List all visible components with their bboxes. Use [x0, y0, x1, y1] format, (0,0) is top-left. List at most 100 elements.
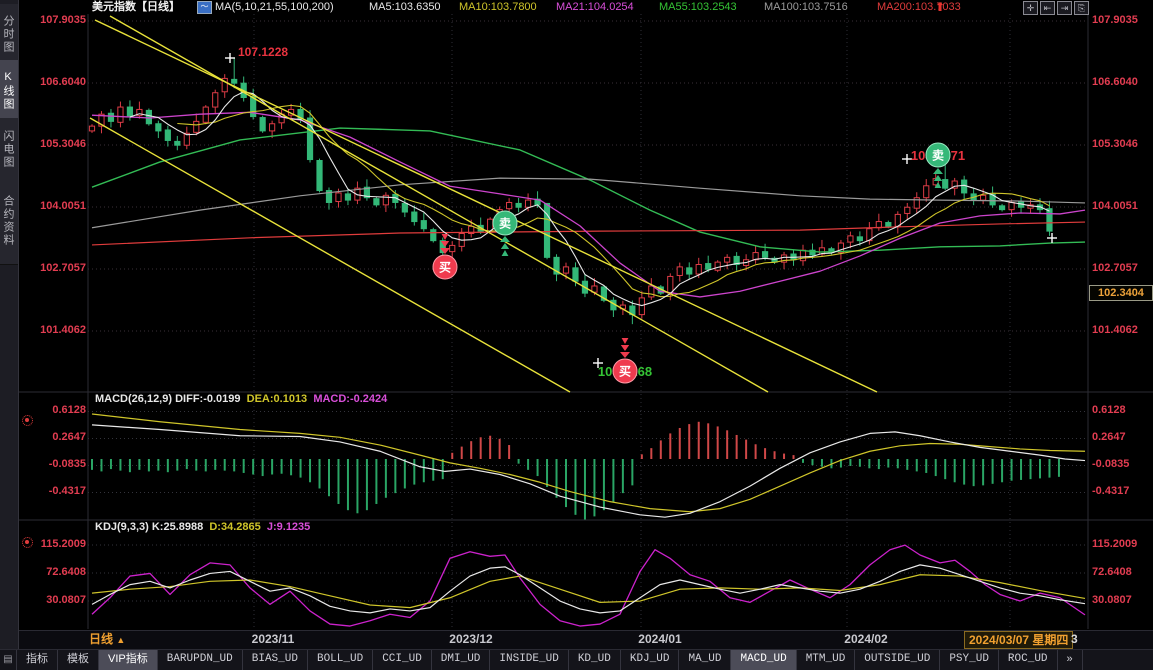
- current-price-badge: 102.3404: [1089, 285, 1153, 301]
- toolbar-tab-roc-ud[interactable]: ROC_UD: [999, 650, 1058, 670]
- y-axis-scale-icon[interactable]: ⇤: [1040, 1, 1055, 15]
- toolbar-tab-boll-ud[interactable]: BOLL_UD: [308, 650, 374, 670]
- export-chart-icon[interactable]: ⎘: [1074, 1, 1089, 15]
- toolbar-tab-bias-ud[interactable]: BIAS_UD: [243, 650, 308, 670]
- grid-lines: [19, 14, 1153, 629]
- kdj-j-value: J:9.1235: [266, 521, 311, 533]
- price-axis-label-left: 107.9035: [40, 14, 86, 26]
- kdj-d-value: D:34.2865: [209, 521, 261, 533]
- price-axis-label-right: 107.9035: [1092, 14, 1138, 26]
- svg-text:卖: 卖: [932, 148, 944, 163]
- toolbar-tab--[interactable]: »: [1058, 650, 1083, 670]
- toolbar-tab-macd-ud[interactable]: MACD_UD: [731, 650, 797, 670]
- macd-axis-label-left: -0.4317: [48, 485, 86, 498]
- kdj-title: KDJ(9,3,3): [95, 521, 149, 533]
- indicator-toolbar: ▤ 指标 模板 VIP指标 BARUPDN_UD BIAS_UD BOLL_UD CCI_U…: [0, 649, 1153, 670]
- kdj-axis-label-left: 115.2009: [40, 538, 86, 550]
- month-label: 2024/02: [844, 632, 888, 646]
- macd-lines: [91, 413, 1086, 518]
- x-axis-scale-icon[interactable]: ⇥: [1057, 1, 1072, 15]
- macd-axis-label-right: -0.0835: [1092, 458, 1130, 471]
- kdj-k-value: K:25.8988: [151, 521, 204, 533]
- month-label: 2023/12: [449, 632, 493, 646]
- ma-legend-item-6: MA200:103.7033: [877, 1, 961, 13]
- sell-signal-marker[interactable]: 104.9871卖: [911, 142, 965, 188]
- trend-lines: [89, 15, 878, 393]
- buy-signal-marker[interactable]: 103.0168买: [598, 338, 652, 384]
- date-axis-row: 日线 ▲ 2023/11 2023/12 2024/01 2024/02 2024/0…: [19, 630, 1153, 650]
- month-label: 2023/11: [251, 632, 295, 646]
- price-axis-label-left: 104.0051: [40, 200, 86, 212]
- macd-axis-label-left: -0.0835: [48, 458, 86, 471]
- ma-legend-item-1: MA5:103.6350: [369, 1, 441, 13]
- macd-axis-label-left: 0.2647: [52, 431, 86, 444]
- chart-header: 美元指数【日线】 〜 MA(5,10,21,55,100,200) MA5:10…: [19, 0, 1153, 15]
- ma-legend-item-4: MA55:103.2543: [659, 1, 737, 13]
- toolbar-tab-psy-ud[interactable]: PSY_UD: [940, 650, 999, 670]
- toolbar-tab-mtm-ud[interactable]: MTM_UD: [797, 650, 856, 670]
- ma-legend-item-3: MA21:104.0254: [556, 1, 634, 13]
- toolbar-tab-kdj-ud[interactable]: KDJ_UD: [621, 650, 680, 670]
- kdj-lines: [91, 544, 1086, 627]
- macd-dea-value: DEA:0.1013: [246, 393, 308, 405]
- macd-title: MACD(26,12,9): [95, 393, 173, 405]
- toolbar-tab-模板[interactable]: 模板: [58, 650, 99, 670]
- date-suffix: 3: [1071, 632, 1078, 646]
- svg-text:买: 买: [439, 261, 451, 275]
- toolbar-tab-ma-ud[interactable]: MA_UD: [679, 650, 732, 670]
- moving-averages: [91, 91, 1086, 307]
- sell-signal-marker[interactable]: 卖: [492, 210, 518, 256]
- sidebar-tab-1[interactable]: 分时图: [0, 4, 18, 65]
- kdj-axis-label-left: 72.6408: [46, 566, 86, 578]
- current-date-badge: 2024/03/07 星期四: [964, 631, 1074, 649]
- sidebar-tab-3[interactable]: 闪电图: [0, 118, 18, 181]
- toolbar-tab-barupdn-ud[interactable]: BARUPDN_UD: [158, 650, 243, 670]
- price-axis-label-left: 101.4062: [40, 324, 86, 336]
- price-axis-label-right: 101.4062: [1092, 324, 1138, 336]
- svg-text:卖: 卖: [499, 216, 511, 231]
- toolbar-tab-inside-ud[interactable]: INSIDE_UD: [490, 650, 569, 670]
- macd-macd-value: MACD:-0.2424: [313, 393, 388, 405]
- toolbar-tab-dmi-ud[interactable]: DMI_UD: [432, 650, 491, 670]
- buy-signal-marker[interactable]: 买: [432, 234, 458, 280]
- sidebar-tab-2[interactable]: K线图: [0, 60, 18, 123]
- kdj-axis-label-left: 30.0807: [46, 594, 86, 606]
- macd-settings-icon[interactable]: [22, 415, 33, 426]
- kdj-settings-icon[interactable]: [22, 537, 33, 548]
- symbol-title: 美元指数【日线】: [92, 1, 180, 13]
- price-up-arrow-icon: ⬆: [935, 0, 946, 14]
- sidebar-tab-4[interactable]: 合约资料: [0, 178, 18, 265]
- kdj-axis-label-right: 115.2009: [1092, 538, 1138, 550]
- kdj-header: KDJ(9,3,3) K:25.8988 D:34.2865 J:9.1235: [95, 521, 310, 534]
- macd-header: MACD(26,12,9) DIFF:-0.0199 DEA:0.1013 MA…: [95, 393, 387, 406]
- period-selector[interactable]: 日线 ▲: [89, 631, 125, 649]
- toolbar-tab-cci-ud[interactable]: CCI_UD: [373, 650, 432, 670]
- candlesticks: [88, 58, 1053, 325]
- month-label: 2024/01: [638, 632, 682, 646]
- toolbar-tab-outside-ud[interactable]: OUTSIDE_UD: [855, 650, 941, 670]
- toolbar-tab-指标[interactable]: 指标: [17, 650, 58, 670]
- macd-axis-label-right: -0.4317: [1092, 485, 1130, 498]
- annotations: 107.1228: [225, 45, 1057, 368]
- price-axis-label-left: 102.7057: [40, 262, 86, 274]
- price-axis-label-right: 105.3046: [1092, 138, 1138, 150]
- toolbar-tab-kd-ud[interactable]: KD_UD: [569, 650, 621, 670]
- ma-indicator-icon[interactable]: 〜: [197, 1, 212, 14]
- toolbar-menu-icon[interactable]: ▤: [0, 650, 17, 670]
- price-axis-label-right: 102.7057: [1092, 262, 1138, 274]
- period-label: 日线: [89, 632, 114, 646]
- left-sidebar: 分时图 K线图 闪电图 合约资料: [0, 0, 19, 669]
- kdj-axis-label-right: 72.6408: [1092, 566, 1132, 578]
- macd-histogram: [91, 421, 1060, 520]
- macd-axis-label-right: 0.2647: [1092, 431, 1126, 444]
- macd-axis-label-left: 0.6128: [52, 404, 86, 417]
- price-axis-label-right: 104.0051: [1092, 200, 1138, 212]
- ma-legend-item-5: MA100:103.7516: [764, 1, 848, 13]
- ma-legend-item-2: MA10:103.7800: [459, 1, 537, 13]
- period-up-triangle-icon: ▲: [116, 635, 126, 645]
- pan-crosshair-icon[interactable]: ✛: [1023, 1, 1038, 15]
- svg-text:买: 买: [619, 365, 631, 379]
- toolbar-tab-vip指标[interactable]: VIP指标: [99, 650, 158, 670]
